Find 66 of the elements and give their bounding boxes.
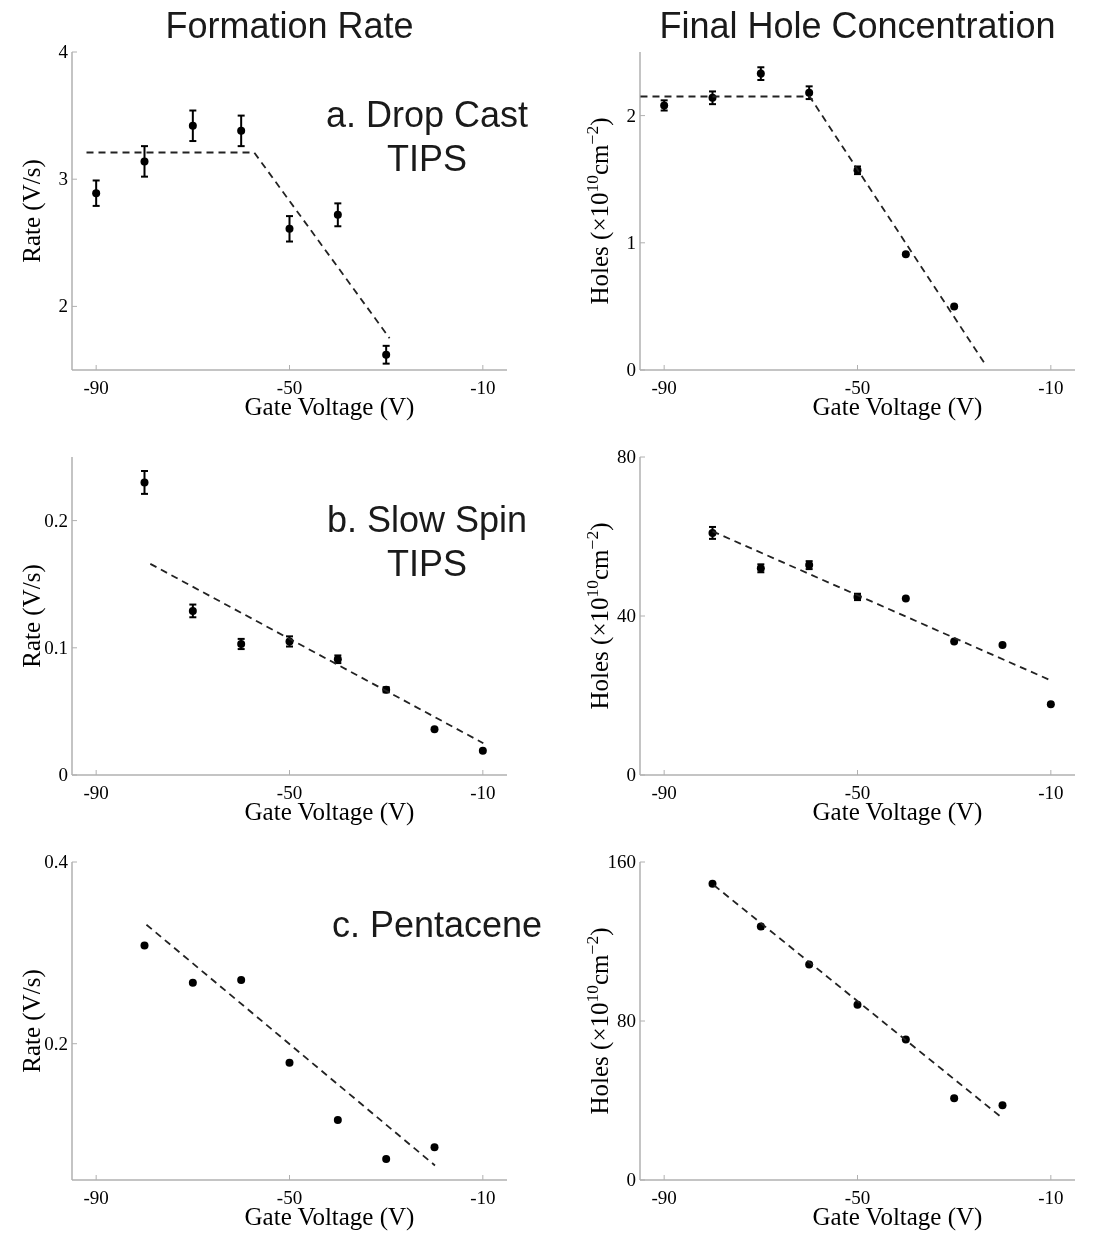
point (92, 189, 101, 198)
point (188, 606, 197, 615)
point (382, 1155, 391, 1164)
point (430, 1143, 439, 1152)
annotation: c. Pentacene (331, 904, 543, 945)
point (285, 224, 294, 233)
y-tick-label: 0.2 (44, 509, 68, 531)
y-axis-title: Rate (V/s) (18, 159, 46, 263)
annotation: a. Drop Cast TIPS (325, 94, 529, 179)
point (188, 121, 197, 130)
point (430, 725, 439, 734)
point (237, 126, 246, 135)
x-tick-label: -90 (83, 1187, 109, 1208)
point (708, 93, 717, 102)
x-tick-label: -10 (1038, 1187, 1064, 1208)
point (805, 88, 814, 97)
y-tick-label: 2 (58, 295, 68, 317)
point (853, 1000, 862, 1009)
x-tick-label: -90 (83, 782, 109, 803)
chart-title: Final Hole Concentration (659, 5, 1056, 46)
x-tick-label: -10 (470, 1187, 496, 1208)
y-axis-title: Rate (V/s) (18, 564, 46, 668)
point (950, 1094, 959, 1103)
point (333, 1116, 342, 1125)
point (188, 978, 197, 987)
x-tick-label: -90 (651, 782, 677, 803)
point (901, 594, 910, 603)
x-tick-label: -10 (470, 782, 496, 803)
x-tick-label: -90 (651, 1187, 677, 1208)
chart-title: Formation Rate (165, 5, 414, 46)
x-tick-label: -90 (651, 377, 677, 398)
x-tick-label: -10 (470, 377, 496, 398)
point (950, 302, 959, 311)
point (140, 941, 149, 950)
y-tick-label: 0.4 (44, 851, 69, 872)
annotation: b. Slow Spin TIPS (326, 499, 528, 584)
x-tick-label: -90 (83, 377, 109, 398)
point (237, 976, 246, 985)
point (998, 1101, 1007, 1110)
y-tick-label: 4 (58, 41, 69, 62)
y-tick-label: 0.1 (44, 636, 68, 658)
point (382, 350, 391, 359)
point (708, 879, 717, 888)
y-tick-label: 0 (58, 764, 68, 785)
y-tick-label: 160 (607, 851, 636, 872)
y-tick-label: 0.2 (44, 1032, 68, 1054)
x-tick-label: -10 (1038, 377, 1064, 398)
point (901, 250, 910, 259)
y-tick-label: 40 (617, 605, 636, 626)
y-tick-label: 80 (617, 446, 636, 467)
y-tick-label: 1 (626, 231, 636, 253)
point (285, 1058, 294, 1067)
x-tick-label: -10 (1038, 782, 1064, 803)
point (478, 746, 487, 755)
point (998, 641, 1007, 650)
y-tick-label: 2 (626, 104, 636, 126)
point (333, 210, 342, 219)
y-tick-label: 0 (626, 359, 636, 380)
point (1046, 700, 1055, 709)
y-tick-label: 0 (626, 1169, 636, 1190)
y-tick-label: 80 (617, 1010, 636, 1031)
y-tick-label: 0 (626, 764, 636, 785)
point (140, 478, 149, 487)
y-tick-label: 3 (58, 168, 68, 190)
y-axis-title: Rate (V/s) (18, 969, 46, 1073)
point (140, 157, 149, 166)
